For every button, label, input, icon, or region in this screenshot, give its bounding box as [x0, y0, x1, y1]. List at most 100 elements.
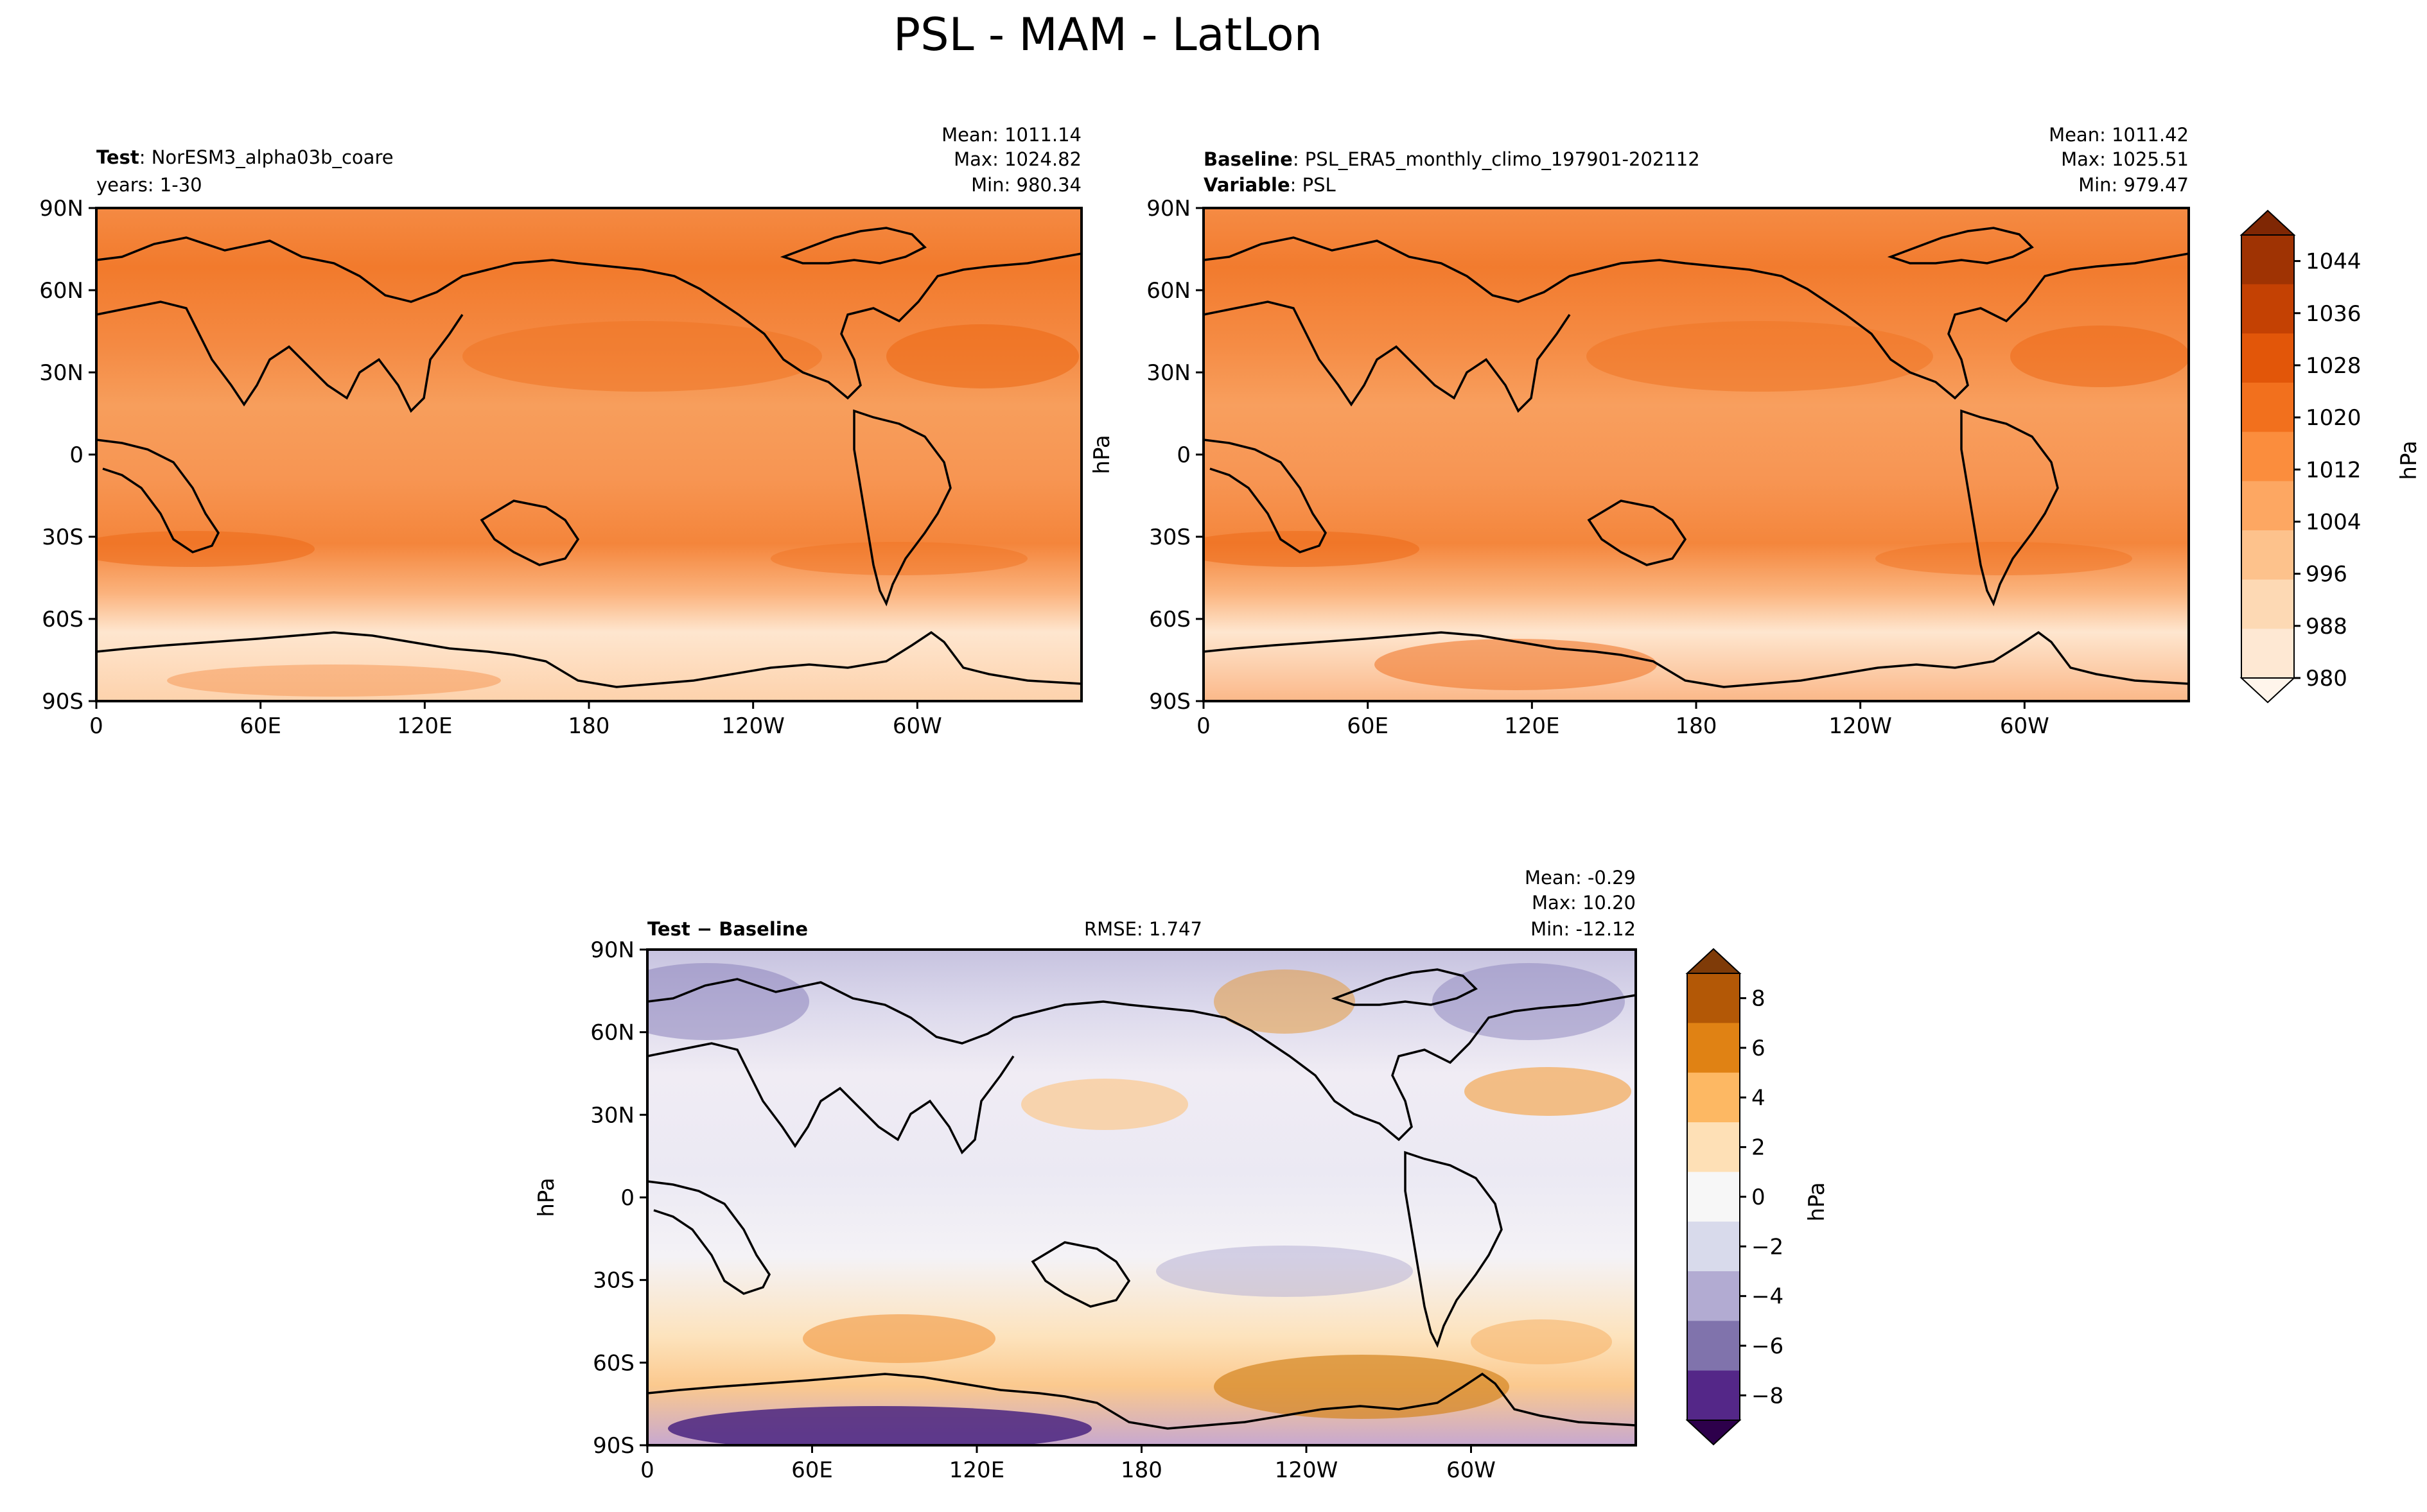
- ytick-label-baseline-5: 60S: [1149, 607, 1191, 632]
- label-baseline-bold: Baseline: [1204, 148, 1293, 170]
- ylabel-diff: hPa: [534, 1177, 559, 1217]
- colorbar-diff-band-0: [1687, 973, 1740, 1023]
- colorbar-main-band-7: [2241, 579, 2294, 629]
- colorbar-main-band-2: [2241, 333, 2294, 383]
- field-baseline: [1204, 208, 2189, 701]
- colorbar-diff-extend-top: [1685, 948, 1742, 974]
- colorbar-main-band-8: [2241, 629, 2294, 679]
- ytick-label-baseline-0: 90N: [1146, 196, 1191, 222]
- colorbar-diff-tick-label-4: 0: [1751, 1185, 1765, 1210]
- ytick-label-diff-0: 90N: [590, 937, 635, 963]
- label-variable: Variable: PSL: [1204, 174, 1336, 196]
- xtick-label-baseline-0: 0: [1196, 713, 1211, 739]
- ytick-label-test-0: 90N: [39, 196, 83, 222]
- ytick-label-test-6: 90S: [42, 689, 83, 715]
- colorbar-diff: −8 −6 −4 −2 0 2 4 6 8: [1685, 948, 1783, 1446]
- ytick-label-test-4: 30S: [42, 525, 83, 550]
- xtick-label-test-1: 60E: [240, 713, 281, 739]
- colorbar-main-extend-top: [2239, 209, 2296, 236]
- xtick-label-baseline-1: 60E: [1347, 713, 1389, 739]
- stat-baseline-mean: Mean: 1011.42: [2049, 124, 2189, 146]
- label-test-years: years: 1-30: [96, 174, 202, 196]
- ytick-label-test-5: 60S: [42, 607, 83, 632]
- colorbar-main-band-1: [2241, 284, 2294, 334]
- xtick-label-baseline-3: 180: [1676, 713, 1717, 739]
- ytick-label-baseline-3: 0: [1177, 442, 1191, 468]
- colorbar-diff-tick-label-6: 4: [1751, 1085, 1765, 1111]
- colorbar-main-extend-bottom: [2239, 677, 2296, 704]
- label-baseline-rest: : PSL_ERA5_monthly_climo_197901-202112: [1293, 148, 1700, 170]
- xtick-label-diff-2: 120E: [949, 1457, 1004, 1483]
- xtick-label-baseline-2: 120E: [1504, 713, 1559, 739]
- stat-diff-min: Min: -12.12: [1530, 918, 1636, 940]
- colorbar-main-tick-label-0: 980: [2306, 666, 2347, 691]
- colorbar-diff-band-6: [1687, 1271, 1740, 1321]
- ytick-label-diff-1: 60N: [590, 1020, 635, 1046]
- label-test-bold: Test: [96, 146, 139, 168]
- ytick-label-baseline-6: 90S: [1149, 689, 1191, 715]
- colorbar-diff-tick-label-5: 2: [1751, 1135, 1765, 1161]
- field-test: [96, 208, 1082, 701]
- xtick-label-diff-5: 60W: [1446, 1457, 1496, 1483]
- xtick-label-test-3: 180: [568, 713, 610, 739]
- colorbar-diff-band-2: [1687, 1072, 1740, 1123]
- ytick-label-baseline-4: 30S: [1149, 525, 1191, 550]
- colorbar-diff-tick-label-2: −4: [1751, 1284, 1783, 1310]
- panel-diff: 0 60E 120E 180 120W 60W 90N 60N 30N 0 30S 60S 90S Te…: [534, 867, 1637, 1483]
- panel-baseline: 0 60E 120E 180 120W 60W 90N 60N 30N 0 30S 60S 90S Ba…: [1089, 124, 2190, 739]
- colorbar-main-band-4: [2241, 431, 2294, 482]
- label-test-rest: : NorESM3_alpha03b_coare: [139, 146, 394, 168]
- colorbar-main-tick-label-4: 1012: [2306, 457, 2361, 483]
- stat-diff-mean: Mean: -0.29: [1525, 867, 1636, 889]
- ytick-label-diff-3: 0: [620, 1185, 635, 1211]
- axes-diff: 0 60E 120E 180 120W 60W 90N 60N 30N 0 30S 60S 90S: [590, 937, 1496, 1483]
- colorbar-main-tick-label-7: 1036: [2306, 301, 2361, 327]
- ytick-label-diff-4: 30S: [593, 1268, 635, 1294]
- field-diff: [647, 950, 1636, 1445]
- ytick-label-test-2: 30N: [39, 360, 83, 386]
- xtick-label-test-2: 120E: [397, 713, 452, 739]
- colorbar-diff-tick-label-3: −2: [1751, 1234, 1783, 1260]
- stat-test-max: Max: 1024.82: [954, 148, 1082, 170]
- xtick-label-diff-4: 120W: [1275, 1457, 1338, 1483]
- colorbar-diff-tick-label-0: −8: [1751, 1383, 1783, 1409]
- colorbar-diff-band-5: [1687, 1221, 1740, 1272]
- ylabel-baseline: hPa: [1089, 435, 1115, 474]
- xtick-label-diff-3: 180: [1121, 1457, 1162, 1483]
- label-variable-bold: Variable: [1204, 174, 1290, 196]
- rmse-diff: RMSE: 1.747: [1084, 918, 1202, 940]
- colorbar-main-band-6: [2241, 530, 2294, 580]
- ytick-label-baseline-2: 30N: [1146, 360, 1191, 386]
- ytick-label-diff-2: 30N: [590, 1102, 635, 1128]
- colorbar-diff-tick-label-1: −6: [1751, 1334, 1783, 1359]
- colorbar-main-band-0: [2241, 235, 2294, 285]
- colorbar-diff-band-3: [1687, 1122, 1740, 1172]
- figure-title: PSL - MAM - LatLon: [893, 8, 1322, 61]
- colorbar-main-tick-label-5: 1020: [2306, 405, 2361, 431]
- stat-baseline-max: Max: 1025.51: [2061, 148, 2189, 170]
- colorbar-main-tick-label-2: 996: [2306, 562, 2347, 587]
- xtick-label-baseline-4: 120W: [1828, 713, 1892, 739]
- colorbar-diff-tick-label-8: 8: [1751, 986, 1765, 1012]
- ytick-label-diff-6: 90S: [593, 1433, 635, 1459]
- stat-baseline-min: Min: 979.47: [2078, 174, 2189, 196]
- xtick-label-diff-0: 0: [640, 1457, 654, 1483]
- colorbar-main-tick-label-6: 1028: [2306, 353, 2361, 379]
- panel-test: 0 60E 120E 180 120W 60W 90N 60N 30N 0 30S 60S 90S Te…: [39, 124, 1083, 739]
- axes-baseline: 0 60E 120E 180 120W 60W 90N 60N 30N 0 30S 60S 90S: [1146, 196, 2049, 739]
- xtick-label-test-4: 120W: [721, 713, 785, 739]
- colorbar-main-tick-label-8: 1044: [2306, 249, 2361, 275]
- xtick-label-test-5: 60W: [893, 713, 942, 739]
- label-variable-rest: : PSL: [1290, 174, 1336, 196]
- colorbar-main: 980 988 996 1004 1012 1020 1028 1036 1044: [2239, 209, 2361, 704]
- colorbar-diff-band-1: [1687, 1023, 1740, 1073]
- colorbar-main-tick-label-3: 1004: [2306, 509, 2361, 535]
- xtick-label-baseline-5: 60W: [2000, 713, 2049, 739]
- colorbar-diff-label: hPa: [1804, 1182, 1830, 1221]
- colorbar-main-band-3: [2241, 383, 2294, 433]
- stat-test-mean: Mean: 1011.14: [942, 124, 1082, 146]
- ytick-label-test-1: 60N: [39, 278, 83, 304]
- ytick-label-baseline-1: 60N: [1146, 278, 1191, 304]
- colorbar-main-frame: [2241, 234, 2295, 679]
